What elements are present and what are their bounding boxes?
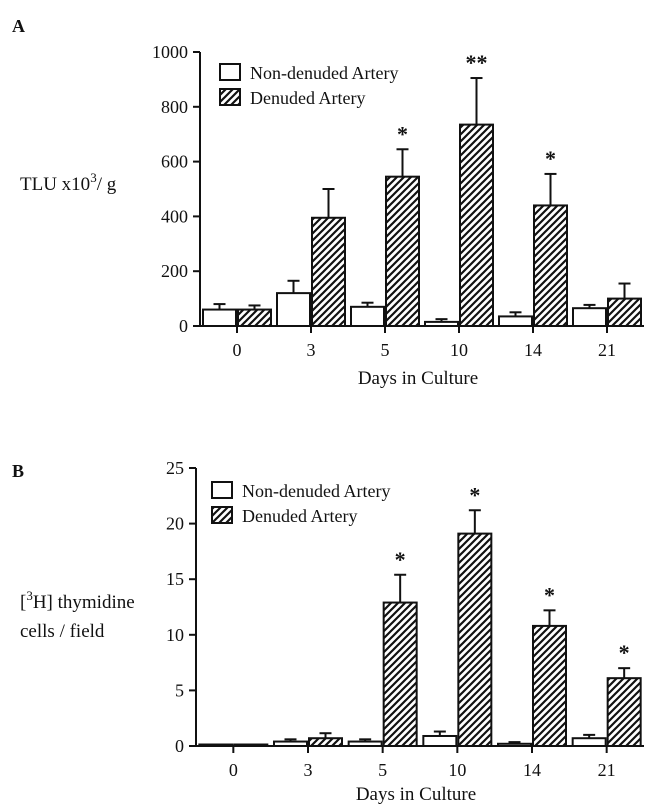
bar-non-denuded [572, 307, 607, 328]
x-tick-label: 14 [524, 340, 542, 360]
y-tick-label: 15 [166, 569, 184, 589]
x-tick-label: 0 [233, 340, 242, 360]
x-tick-label: 21 [598, 340, 616, 360]
bar-non-denuded [424, 320, 459, 328]
significance-marker: * [397, 121, 408, 146]
x-axis-label: Days in Culture [358, 368, 478, 389]
y-tick-label: 400 [161, 206, 188, 226]
chart-panel-a: A 0 200 400 600 800 1000 0 3 5 * 10 ** 14 * 21 Non-denud… [12, 16, 644, 389]
bar-non-denuded [276, 292, 311, 327]
bar-denuded [237, 308, 272, 327]
x-tick-label: 5 [378, 760, 387, 780]
legend-label: Denuded Artery [242, 506, 357, 526]
x-tick-label: 14 [523, 760, 541, 780]
panel-label: B [12, 461, 24, 481]
significance-marker: * [544, 582, 555, 607]
chart-panel-b: B 0 5 10 15 20 25 0 3 5 * 10 * 14 * 21 * Non-denuded Arte… [12, 458, 644, 805]
bar-denuded [308, 737, 343, 748]
y-axis-label-line1: [3H] thymidine [20, 588, 135, 613]
legend-swatch [211, 506, 233, 524]
y-tick-label: 200 [161, 261, 188, 281]
bar-denuded [533, 204, 568, 327]
legend-swatch [211, 481, 233, 499]
legend-label: Non-denuded Artery [250, 63, 398, 83]
y-tick-label: 25 [166, 458, 184, 478]
bar-denuded [382, 601, 418, 747]
bar-denuded [311, 216, 346, 328]
y-tick-label: 1000 [152, 42, 188, 62]
bar-non-denuded [350, 305, 385, 328]
x-axis-label: Days in Culture [356, 784, 476, 805]
y-tick-label: 5 [175, 680, 184, 700]
y-axis-label-line2: cells / field [20, 621, 105, 642]
legend-label: Non-denuded Artery [242, 481, 390, 501]
legend-swatch [219, 88, 241, 106]
significance-marker: * [395, 547, 406, 572]
x-tick-label: 5 [381, 340, 390, 360]
bar-non-denuded [497, 742, 532, 748]
y-tick-label: 0 [175, 736, 184, 756]
bar-denuded [459, 123, 494, 327]
y-tick-label: 20 [166, 514, 184, 534]
x-tick-label: 21 [598, 760, 616, 780]
y-axis-label: TLU x103/ g [20, 170, 117, 195]
y-tick-label: 600 [161, 152, 188, 172]
bar-non-denuded [422, 734, 458, 748]
significance-marker: * [545, 146, 556, 171]
bar-non-denuded [498, 315, 533, 328]
bar-denuded [233, 743, 269, 747]
x-tick-label: 10 [448, 760, 466, 780]
bar-non-denuded [571, 737, 607, 748]
legend-label: Denuded Artery [250, 88, 365, 108]
x-tick-label: 3 [307, 340, 316, 360]
bar-denuded [532, 624, 567, 747]
bar-denuded [385, 175, 420, 327]
bar-denuded [607, 297, 642, 328]
x-tick-label: 0 [229, 760, 238, 780]
bar-non-denuded [273, 740, 308, 748]
panel-label: A [12, 16, 25, 36]
y-tick-label: 800 [161, 97, 188, 117]
significance-marker: * [469, 482, 480, 507]
x-tick-label: 10 [450, 340, 468, 360]
bar-non-denuded [198, 743, 234, 747]
bar-non-denuded [202, 308, 237, 327]
legend-swatch [219, 63, 241, 81]
significance-marker: * [619, 640, 630, 665]
bar-denuded [606, 677, 642, 748]
significance-marker: ** [466, 50, 488, 75]
bar-non-denuded [347, 740, 383, 748]
bar-denuded [457, 532, 493, 747]
y-tick-label: 0 [179, 316, 188, 336]
y-tick-label: 10 [166, 625, 184, 645]
x-tick-label: 3 [304, 760, 313, 780]
